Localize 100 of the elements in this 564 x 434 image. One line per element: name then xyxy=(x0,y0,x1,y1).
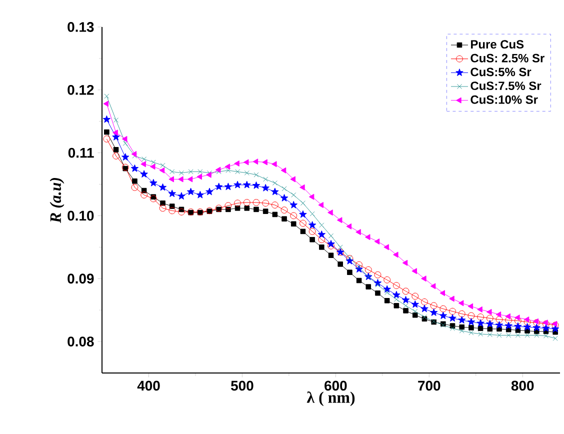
point xyxy=(486,320,494,328)
point xyxy=(131,184,138,191)
point xyxy=(534,332,540,338)
point xyxy=(421,298,428,306)
legend-label: Pure CuS xyxy=(471,40,524,49)
point xyxy=(394,296,399,302)
y-tick-label: 0.09 xyxy=(68,274,94,284)
point xyxy=(262,184,270,192)
point xyxy=(243,159,249,166)
point xyxy=(440,290,446,296)
point xyxy=(468,312,475,320)
point xyxy=(271,161,277,168)
point xyxy=(375,290,380,296)
point xyxy=(178,176,184,182)
point xyxy=(384,244,389,250)
y-tick-label: 0.11 xyxy=(68,148,94,158)
point xyxy=(271,188,279,196)
point xyxy=(394,303,400,308)
point xyxy=(542,324,550,332)
point xyxy=(159,167,165,174)
point xyxy=(468,303,474,310)
point xyxy=(243,199,250,206)
point xyxy=(280,206,288,214)
point xyxy=(347,270,352,275)
point xyxy=(290,221,296,227)
point xyxy=(411,300,420,308)
point xyxy=(300,200,306,206)
point xyxy=(318,202,324,208)
point xyxy=(392,282,400,289)
point xyxy=(402,288,410,295)
legend-label: CuS:10% Sr xyxy=(470,95,538,104)
point xyxy=(234,180,242,188)
point xyxy=(206,170,212,176)
point xyxy=(356,278,362,284)
point xyxy=(524,332,530,338)
y-tick-label: 0.10 xyxy=(68,210,94,221)
point xyxy=(112,133,120,140)
point xyxy=(242,180,251,188)
point xyxy=(282,186,287,192)
point xyxy=(356,261,362,268)
point xyxy=(487,332,492,338)
point xyxy=(468,325,474,330)
point xyxy=(486,314,494,322)
point xyxy=(430,283,436,290)
point xyxy=(495,321,504,329)
x-tick-label: 400 xyxy=(137,380,160,391)
point xyxy=(458,310,466,318)
point xyxy=(459,328,464,334)
x-tick-label: 800 xyxy=(511,380,534,391)
point xyxy=(543,333,548,338)
point xyxy=(383,285,391,293)
point xyxy=(439,312,448,320)
point xyxy=(449,308,456,315)
point xyxy=(290,212,298,220)
point xyxy=(412,308,418,314)
point xyxy=(216,169,222,174)
point xyxy=(215,166,221,173)
point xyxy=(478,326,484,331)
point xyxy=(140,192,148,198)
point xyxy=(476,319,484,327)
point xyxy=(374,238,380,245)
point xyxy=(150,160,156,165)
point xyxy=(506,332,512,338)
point xyxy=(254,172,259,178)
point xyxy=(299,210,307,218)
point xyxy=(252,199,260,206)
point xyxy=(403,303,408,308)
point xyxy=(188,169,194,174)
point xyxy=(252,181,260,189)
point xyxy=(338,262,343,267)
point xyxy=(196,190,204,198)
point xyxy=(338,244,343,250)
point xyxy=(366,284,372,290)
point xyxy=(515,332,520,338)
point xyxy=(104,129,110,135)
point xyxy=(224,164,230,170)
point xyxy=(280,194,288,202)
point xyxy=(272,212,278,218)
point xyxy=(170,169,175,174)
point xyxy=(392,252,398,258)
point xyxy=(496,316,503,323)
point xyxy=(523,322,532,330)
point xyxy=(178,192,186,200)
point xyxy=(420,304,428,312)
point xyxy=(458,300,464,306)
y-tick-label: 0.08 xyxy=(68,336,94,346)
point xyxy=(486,308,492,315)
point xyxy=(112,130,118,136)
point xyxy=(448,314,456,322)
point xyxy=(122,136,128,142)
point xyxy=(403,308,408,314)
point xyxy=(459,324,465,330)
point xyxy=(104,94,110,99)
point xyxy=(487,326,493,332)
point xyxy=(262,208,268,214)
point xyxy=(158,183,167,191)
point xyxy=(364,234,370,240)
point xyxy=(327,240,335,248)
point xyxy=(114,118,119,123)
point xyxy=(430,308,438,316)
